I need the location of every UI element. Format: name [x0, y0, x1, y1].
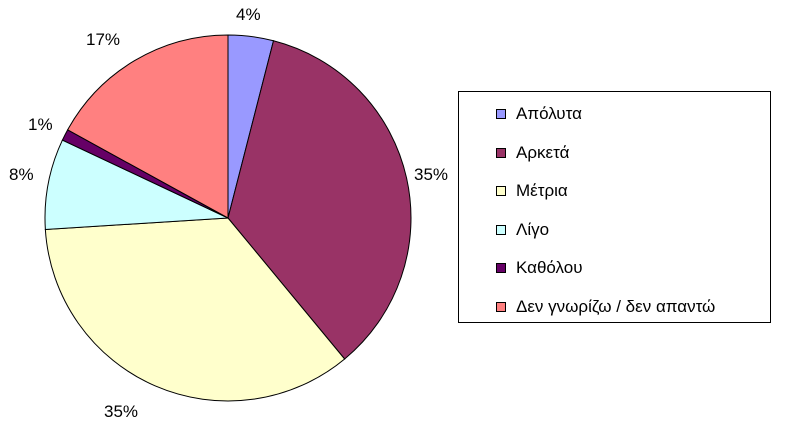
legend-label: Απόλυτα	[516, 104, 582, 123]
slice-data-label-4: 8%	[9, 165, 34, 184]
pie-slice-6	[66, 34, 229, 219]
legend-swatch	[496, 186, 506, 196]
legend-label: Αρκετά	[516, 142, 570, 162]
slice-data-label-6: 17%	[86, 30, 120, 49]
slice-data-label-5: 1%	[28, 115, 53, 134]
legend-item-2: Αρκετά	[496, 141, 569, 165]
legend-swatch	[496, 147, 506, 158]
legend-swatch	[496, 224, 506, 235]
slice-data-label-2: 35%	[414, 165, 448, 184]
legend-label: Δεν γνωρίζω / δεν απαντώ	[516, 296, 716, 316]
chart-legend: Απόλυτα Αρκετά Μέτρια Λίγο Καθόλου Δεν γνωρίζ…	[458, 91, 771, 323]
slice-data-label-3: 35%	[104, 402, 138, 421]
pie-slice-3	[44, 217, 346, 402]
legend-item-5: Καθόλου	[496, 256, 583, 280]
legend-label: Μέτρια	[516, 181, 568, 200]
legend-swatch	[496, 263, 506, 273]
legend-label: Λίγο	[516, 219, 550, 239]
slice-data-label-1: 4%	[236, 5, 261, 24]
legend-swatch	[496, 301, 506, 312]
pie-slice-2	[227, 40, 412, 360]
legend-item-4: Λίγο	[496, 218, 549, 242]
legend-item-1: Απόλυτα	[496, 102, 582, 126]
legend-item-6: Δεν γνωρίζω / δεν απαντώ	[496, 295, 715, 319]
pie-slice-4	[44, 139, 229, 231]
legend-label: Καθόλου	[516, 258, 583, 277]
legend-item-3: Μέτρια	[496, 179, 568, 203]
legend-swatch	[496, 109, 506, 119]
